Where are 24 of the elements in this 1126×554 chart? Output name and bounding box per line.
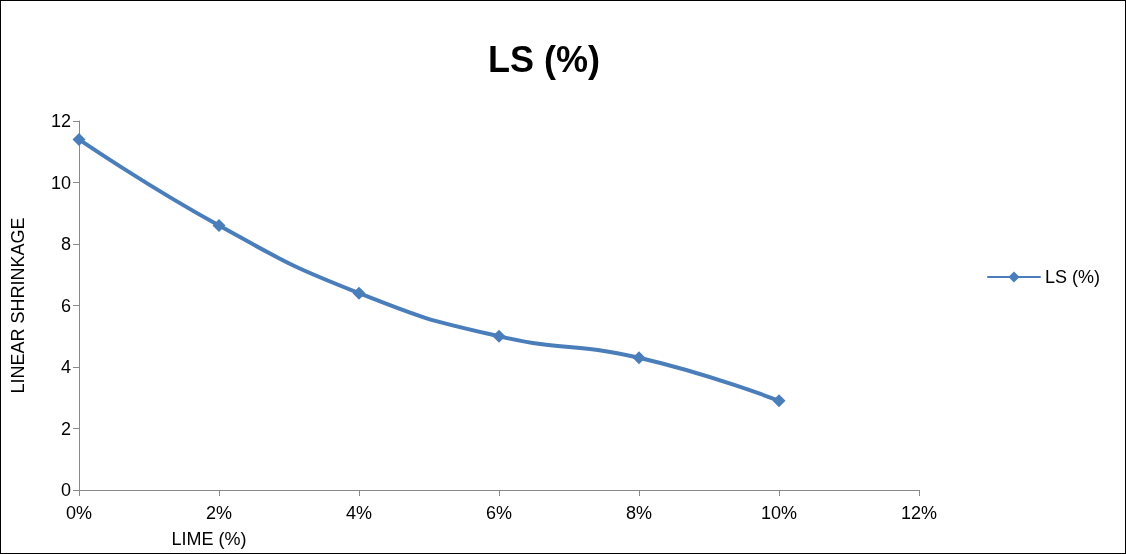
x-tick-label: 4% <box>345 503 373 523</box>
x-tick-label: 10% <box>760 503 798 523</box>
x-tick-label: 12% <box>900 503 938 523</box>
point <box>772 394 786 408</box>
point <box>492 329 506 343</box>
x-tick-label: 8% <box>625 503 653 523</box>
x-tick-label: 2% <box>205 503 233 523</box>
y-tick-label: 6 <box>60 295 71 316</box>
y-tick-label: 0 <box>60 480 71 500</box>
x-tick-label: 6% <box>485 503 513 523</box>
point <box>72 132 86 146</box>
point <box>352 286 366 300</box>
y-axis-title: LINEAR SHRINKAGE <box>8 217 28 394</box>
y-tick-label: 4 <box>60 357 71 377</box>
y-tick-label: 8 <box>60 234 71 254</box>
legend-label: LS (%) <box>1044 267 1100 287</box>
point <box>212 219 226 233</box>
y-tick-label: 12 <box>50 111 71 131</box>
x-axis-title: LIME (%) <box>171 529 247 549</box>
point <box>632 351 646 365</box>
chart-title: LS (%) <box>488 38 600 80</box>
y-tick-label: 10 <box>50 172 71 193</box>
y-tick-label: 2 <box>60 418 71 439</box>
x-tick-label: 0% <box>65 503 93 523</box>
